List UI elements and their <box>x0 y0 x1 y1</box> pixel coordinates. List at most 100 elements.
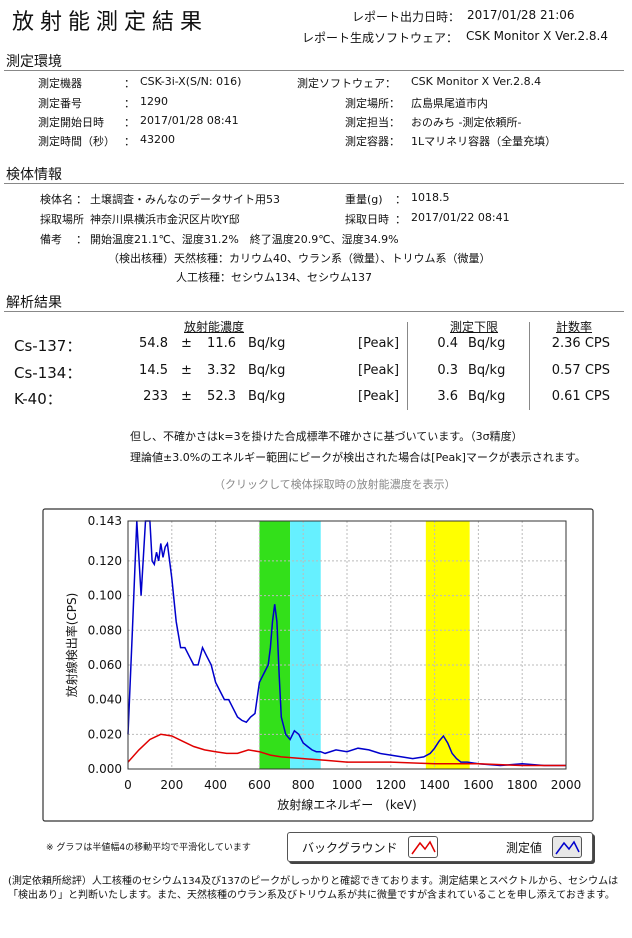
y-tick-label: 0.100 <box>88 589 122 603</box>
col-header-rate: 計数率 <box>556 320 593 334</box>
y-tick-label: 0.120 <box>88 554 122 568</box>
x-tick-label: 2000 <box>551 778 582 792</box>
plot-area <box>128 521 566 769</box>
limit-value: 0.3 <box>437 363 458 378</box>
count-rate: 2.36 CPS <box>551 336 610 351</box>
colon: ： <box>124 135 135 148</box>
sw-value: CSK Monitor X Ver.2.8.4 <box>411 75 542 88</box>
staff-value: おのみち -測定依頼所- <box>411 116 522 129</box>
plus-minus: ± <box>181 363 192 378</box>
date-label: 採取日時 <box>345 213 389 226</box>
sw-label: 測定ソフトウェア： <box>297 77 396 90</box>
weight-value: 1018.5 <box>411 191 450 204</box>
container-value: 1Lマリネリ容器（全量充填） <box>411 135 557 148</box>
conc-error: 3.32 <box>207 363 236 378</box>
y-tick-label: 0.020 <box>88 727 122 741</box>
colon: ： <box>124 77 135 90</box>
y-tick-label: 0.080 <box>88 623 122 637</box>
sample-divider <box>4 183 624 184</box>
report-time: 2017/01/28 21:06 <box>467 8 575 22</box>
note-line-3: 人工核種：セシウム134、セシウム137 <box>176 271 372 284</box>
page-title: 放射能測定結果 <box>12 10 209 35</box>
column-divider <box>529 322 530 410</box>
x-tick-label: 1200 <box>376 778 407 792</box>
peak-badge: [Peak] <box>358 336 400 351</box>
energy-band <box>259 521 291 769</box>
plus-minus: ± <box>181 389 192 404</box>
y-tick-label: 0.040 <box>88 693 122 707</box>
col-header-conc: 放射能濃度 <box>184 320 245 334</box>
env-section-title: 測定環境 <box>6 54 62 70</box>
energy-band <box>425 521 470 769</box>
conc-unit: Bq/kg <box>248 389 286 404</box>
colon: ： <box>395 213 406 226</box>
conc-unit: Bq/kg <box>248 363 286 378</box>
conc-value: 14.5 <box>139 363 168 378</box>
duration-label: 測定時間（秒） <box>38 135 115 148</box>
y-tick-label: 0.000 <box>88 762 122 776</box>
x-tick-label: 400 <box>204 778 227 792</box>
count-rate: 0.57 CPS <box>551 363 610 378</box>
start-value: 2017/01/28 08:41 <box>140 114 239 127</box>
uncertainty-note: 但し、不確かさはk=3を掛けた合成標準不確かさに基づいています。（3σ精度） <box>130 430 523 443</box>
legend-bg-label: バックグラウンド <box>302 841 398 855</box>
note-line-2: （検出核種）天然核種：カリウム40、ウラン系（微量）、トリウム系（微量） <box>108 252 491 265</box>
plot-border <box>127 520 567 770</box>
column-divider <box>407 322 408 410</box>
series-line <box>127 733 566 767</box>
duration-value: 43200 <box>140 133 175 146</box>
container-label: 測定容器： <box>345 135 400 148</box>
comment-line-2: 「検出あり」と判断いたします。また、天然核種のウラン系及びトリウム系が共に微量で… <box>8 890 615 901</box>
colon: ： <box>395 193 406 206</box>
date-value: 2017/01/22 08:41 <box>411 211 510 224</box>
colon: ： <box>124 116 135 129</box>
y-tick-label: 0.060 <box>88 658 122 672</box>
x-tick-label: 0 <box>124 778 132 792</box>
limit-unit: Bq/kg <box>468 336 506 351</box>
name-label: 検体名 <box>40 193 73 206</box>
sample-section-title: 検体情報 <box>6 167 62 183</box>
report-time-label: レポート出力日時： <box>352 10 461 24</box>
count-rate: 0.61 CPS <box>551 389 610 404</box>
x-tick-label: 1800 <box>507 778 538 792</box>
conc-error: 52.3 <box>207 389 236 404</box>
x-tick-label: 1400 <box>419 778 450 792</box>
energy-band <box>290 521 321 769</box>
colon: ： <box>76 193 87 206</box>
loc-label: 採取場所 <box>40 213 84 226</box>
note-line-1: 開始温度21.1℃、湿度31.2% 終了温度20.9℃、湿度34.9% <box>90 233 399 246</box>
series-line <box>127 520 566 767</box>
click-hint-link[interactable]: （クリックして検体採取時の放射能濃度を表示） <box>214 478 456 491</box>
legend-meas-label: 測定値 <box>506 841 543 855</box>
name-value: 土壌調査・みんなのデータサイト用53 <box>90 193 280 206</box>
chart-footnote: ※ グラフは半値幅4の移動平均で平滑化しています <box>46 843 251 853</box>
device-label: 測定機器 <box>38 77 82 90</box>
legend-meas-swatch <box>552 836 582 858</box>
analysis-divider <box>4 311 624 312</box>
comment-line-1: (測定依頼所総評）人工核種のセシウム134及び137のピークがしっかりと確認でき… <box>8 876 619 887</box>
x-tick-label: 800 <box>292 778 315 792</box>
x-tick-label: 1000 <box>332 778 363 792</box>
note-label: 備考 <box>40 233 62 246</box>
y-axis-label: 放射線検出率(CPS) <box>64 593 79 698</box>
isotope-name: Cs-137： <box>14 337 82 355</box>
x-tick-label: 200 <box>160 778 183 792</box>
isotope-name: K-40： <box>14 390 62 408</box>
colon: ： <box>124 97 135 110</box>
legend-bg-swatch <box>408 836 438 858</box>
place-value: 広島県尾道市内 <box>411 97 488 110</box>
isotope-name: Cs-134： <box>14 364 82 382</box>
limit-value: 3.6 <box>437 389 458 404</box>
conc-value: 233 <box>143 389 168 404</box>
peak-note: 理論値±3.0%のエネルギー範囲にピークが検出された場合は[Peak]マークが表… <box>130 451 586 464</box>
peak-badge: [Peak] <box>358 363 400 378</box>
chart-frame <box>42 508 594 822</box>
peak-badge: [Peak] <box>358 389 400 404</box>
x-axis-label: 放射線エネルギー (keV) <box>277 797 416 812</box>
colon: ： <box>76 233 87 246</box>
chart-legend: バックグラウンド 測定値 <box>287 832 593 862</box>
x-tick-label: 600 <box>248 778 271 792</box>
conc-error: 11.6 <box>207 336 236 351</box>
analysis-section-title: 解析結果 <box>6 295 62 311</box>
software-label: レポート生成ソフトウェア： <box>302 31 459 45</box>
